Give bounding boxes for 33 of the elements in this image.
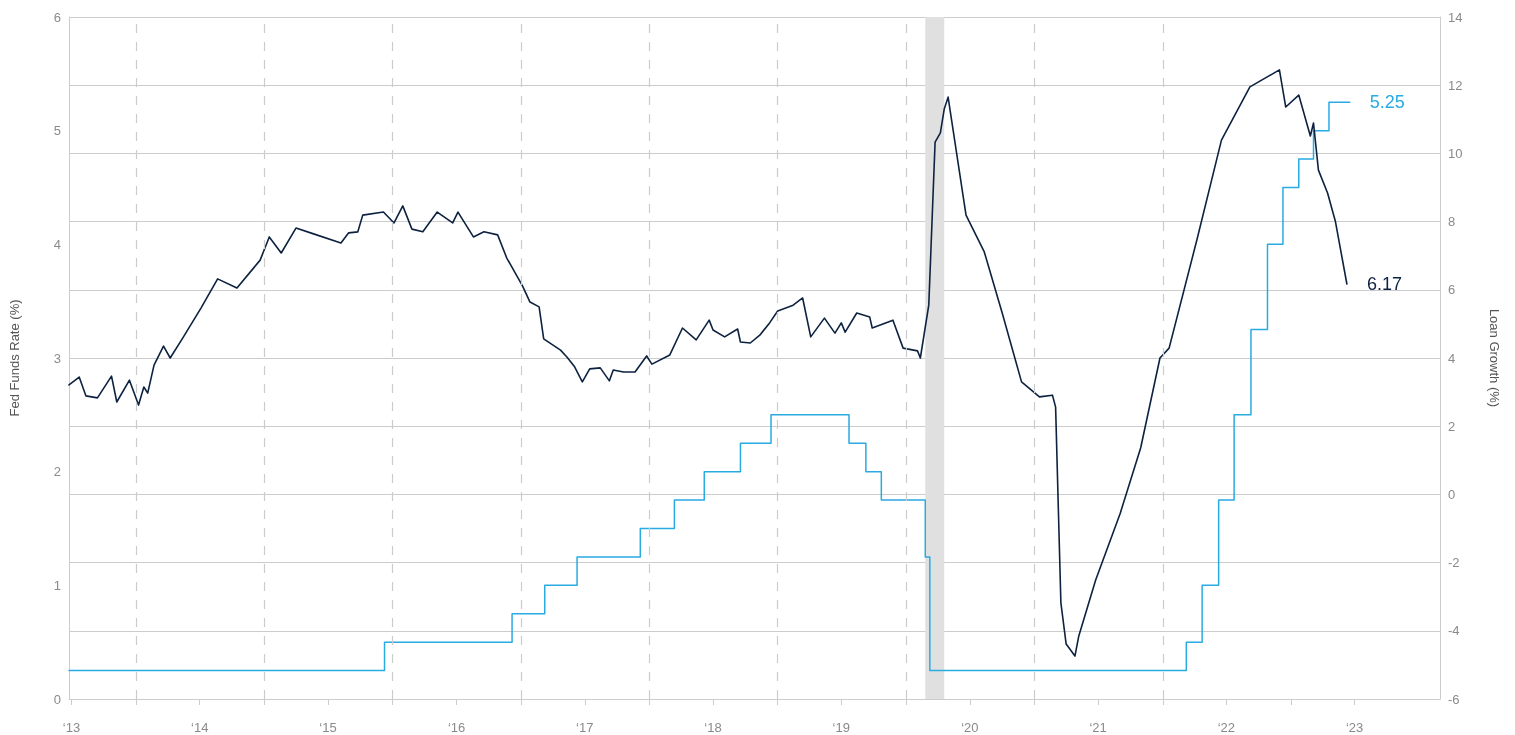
y2-tick-label: 2 — [1448, 418, 1456, 434]
y-axis-title: Fed Funds Rate (%) — [7, 299, 22, 417]
y2-tick-label: 14 — [1448, 9, 1463, 25]
x-tick-label: ‘14 — [191, 720, 209, 735]
y2-axis-title: Loan Growth (%) — [1487, 308, 1502, 408]
x-tick-label: ‘21 — [1089, 720, 1107, 735]
y-tick-label: 1 — [53, 577, 61, 593]
y-tick-label: 2 — [53, 464, 61, 480]
y2-tick-label: 6 — [1448, 282, 1456, 298]
y2-tick-label: 8 — [1448, 214, 1456, 230]
x-tick-label: ‘17 — [576, 720, 594, 735]
y-tick-label: 0 — [53, 691, 61, 707]
x-tick-label: ‘16 — [447, 720, 466, 735]
y2-tick-label: 12 — [1448, 77, 1463, 93]
x-tick-label: ‘15 — [319, 720, 337, 735]
y-tick-label: 4 — [53, 236, 61, 252]
y2-tick-label: -4 — [1448, 623, 1460, 639]
y2-tick-label: 0 — [1448, 486, 1456, 502]
x-tick-label: ‘20 — [961, 720, 979, 735]
y2-tick-label: -6 — [1448, 691, 1460, 707]
y-tick-label: 5 — [53, 123, 61, 139]
y2-tick-label: 4 — [1448, 350, 1456, 366]
x-tick-label: ‘22 — [1217, 720, 1236, 735]
y2-tick-label: 10 — [1448, 145, 1463, 161]
data-label: 6.17 — [1366, 274, 1402, 294]
y-tick-label: 3 — [53, 350, 61, 366]
x-tick-label: ‘23 — [1345, 720, 1364, 735]
x-tick-label: ‘19 — [832, 720, 850, 735]
x-tick-label: ‘13 — [62, 720, 81, 735]
x-tick-label: ‘18 — [704, 720, 722, 735]
data-label: 5.25 — [1369, 92, 1405, 113]
y-tick-label: 6 — [53, 9, 61, 25]
y2-tick-label: -2 — [1448, 555, 1460, 571]
